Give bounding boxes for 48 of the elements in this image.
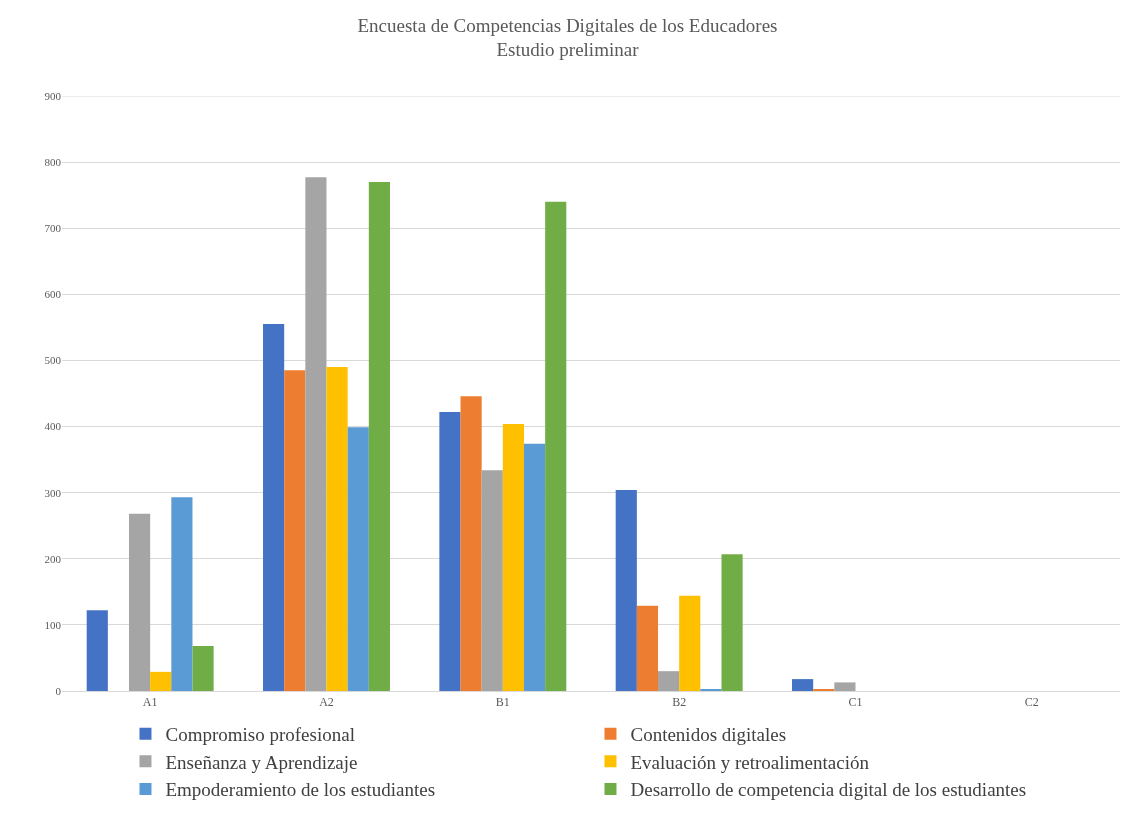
chart-subtitle: Estudio preliminar [496, 39, 640, 61]
bar [347, 427, 369, 691]
y-tick-label: 600 [44, 288, 62, 301]
bar [284, 370, 306, 691]
legend-label: Compromiso profesional [165, 724, 355, 746]
y-tick-label: 800 [44, 155, 62, 168]
x-tick-label: C2 [1024, 695, 1039, 710]
y-tick-label: 0 [55, 684, 62, 697]
legend-label: Evaluación y retroalimentación [630, 751, 870, 773]
bar [326, 367, 348, 691]
y-tick-label: 500 [44, 354, 62, 367]
chart-title: Encuesta de Competencias Digitales de los Educadores [357, 14, 778, 36]
legend-label: Contenidos digitales [630, 724, 787, 746]
bar [481, 470, 503, 691]
y-tick-label: 200 [44, 552, 62, 565]
bar [368, 181, 390, 691]
bar [721, 554, 743, 691]
x-tick-label: A2 [319, 695, 334, 710]
bar [305, 177, 327, 691]
bar [545, 201, 567, 691]
bar [834, 682, 856, 691]
bar [86, 610, 108, 691]
bar [502, 423, 524, 691]
bar [792, 679, 814, 691]
x-tick-label: B1 [495, 695, 510, 710]
x-tick-label: C1 [848, 695, 863, 710]
bar [171, 497, 193, 691]
x-tick-label: A1 [142, 695, 158, 710]
bar [150, 671, 172, 691]
x-tick-label: B2 [672, 695, 687, 710]
bar [636, 605, 659, 691]
legend-label: Desarrollo de competencia digital de los estudiantes [630, 779, 1027, 801]
legend-label: Empoderamiento de los estudiantes [165, 779, 436, 801]
y-tick-label: 400 [44, 420, 62, 433]
y-tick-label: 900 [44, 89, 62, 102]
bar [523, 443, 546, 691]
bar [615, 490, 637, 691]
bar [129, 513, 151, 691]
y-tick-label: 700 [44, 222, 62, 235]
bar [439, 412, 461, 691]
bar [679, 595, 701, 691]
bar [460, 396, 482, 691]
y-tick-label: 100 [44, 618, 62, 631]
bar [192, 646, 214, 691]
y-tick-label: 300 [44, 486, 62, 499]
bar [263, 324, 285, 691]
legend-label: Enseñanza y Aprendizaje [165, 751, 358, 773]
bar [658, 671, 680, 691]
